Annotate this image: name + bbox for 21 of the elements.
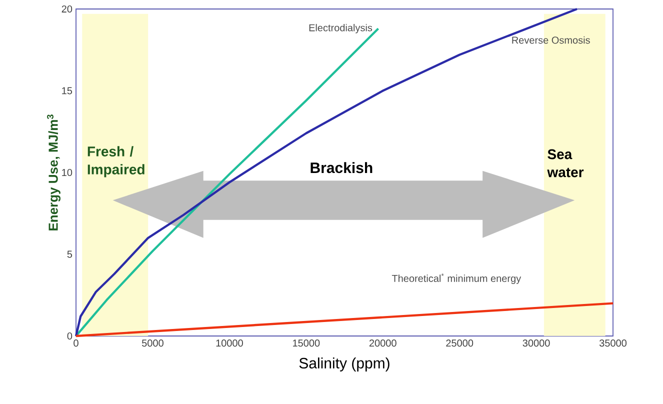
text: Theoretical$^{*}$ minimum energy	[392, 273, 522, 284]
x-tick-label: 5000	[142, 340, 164, 347]
y-tick-label: 5	[67, 250, 72, 258]
x-axis-title: Salinity (ppm)	[299, 357, 390, 372]
x-tick-label: 20000	[369, 340, 396, 347]
series-label: Electrodialysis	[309, 24, 372, 34]
y-axis-title: Energy Use, MJ/m$^{3}$	[47, 114, 60, 230]
series-label: Reverse Osmosis	[512, 36, 590, 44]
x-tick-label: 25000	[446, 340, 474, 347]
y-tick-label: 15	[62, 87, 72, 94]
y-tick-label: 0	[67, 332, 72, 340]
annotation: Brackish	[310, 162, 372, 174]
band-label: Sea water	[547, 149, 584, 178]
x-tick-label: 15000	[293, 340, 320, 347]
band-label: Fresh / Impaired	[88, 146, 144, 178]
y-tick-label: 20	[62, 5, 72, 13]
x-tick-label: 10000	[216, 340, 243, 347]
x-tick-label: 0	[74, 340, 78, 347]
y-tick-label: 10	[62, 168, 72, 176]
x-tick-label: 30000	[522, 340, 550, 347]
x-tick-label: 35000	[599, 340, 627, 347]
